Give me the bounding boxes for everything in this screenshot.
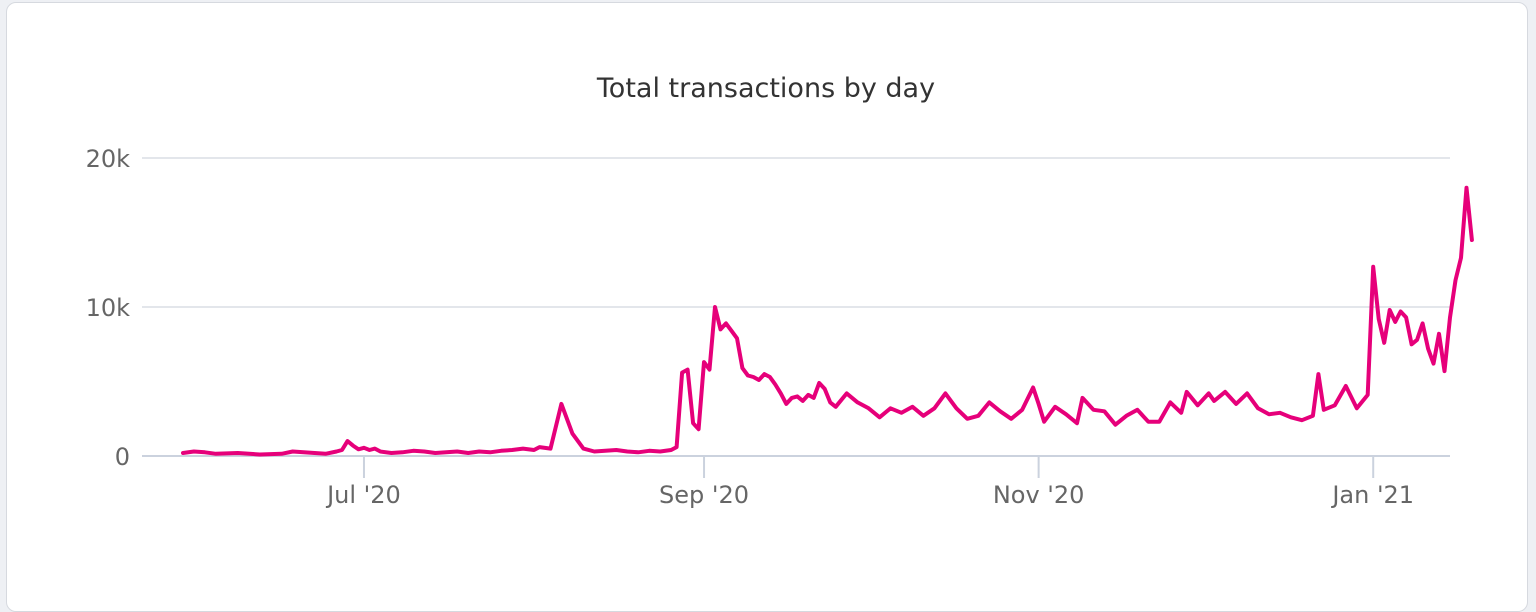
y-tick-label: 0: [115, 443, 130, 471]
y-tick-label: 10k: [86, 294, 131, 322]
series-layer: [181, 185, 1474, 457]
x-tick-label: Nov '20: [993, 481, 1085, 509]
y-axis: 0 10k 20k: [86, 145, 131, 471]
x-tick-label: Jul '20: [325, 481, 401, 509]
gridlines: [142, 157, 1450, 308]
x-tick-label: Jan '21: [1330, 481, 1414, 509]
line-chart: Total transactions by day 0 10k 20k Jul '2…: [86, 73, 1474, 509]
x-axis: Jul '20 Sep '20 Nov '20 Jan '21: [142, 455, 1450, 509]
x-tick-label: Sep '20: [659, 481, 749, 509]
chart-title: Total transactions by day: [596, 73, 935, 104]
series-line: [181, 185, 1474, 457]
y-tick-label: 20k: [86, 145, 131, 173]
